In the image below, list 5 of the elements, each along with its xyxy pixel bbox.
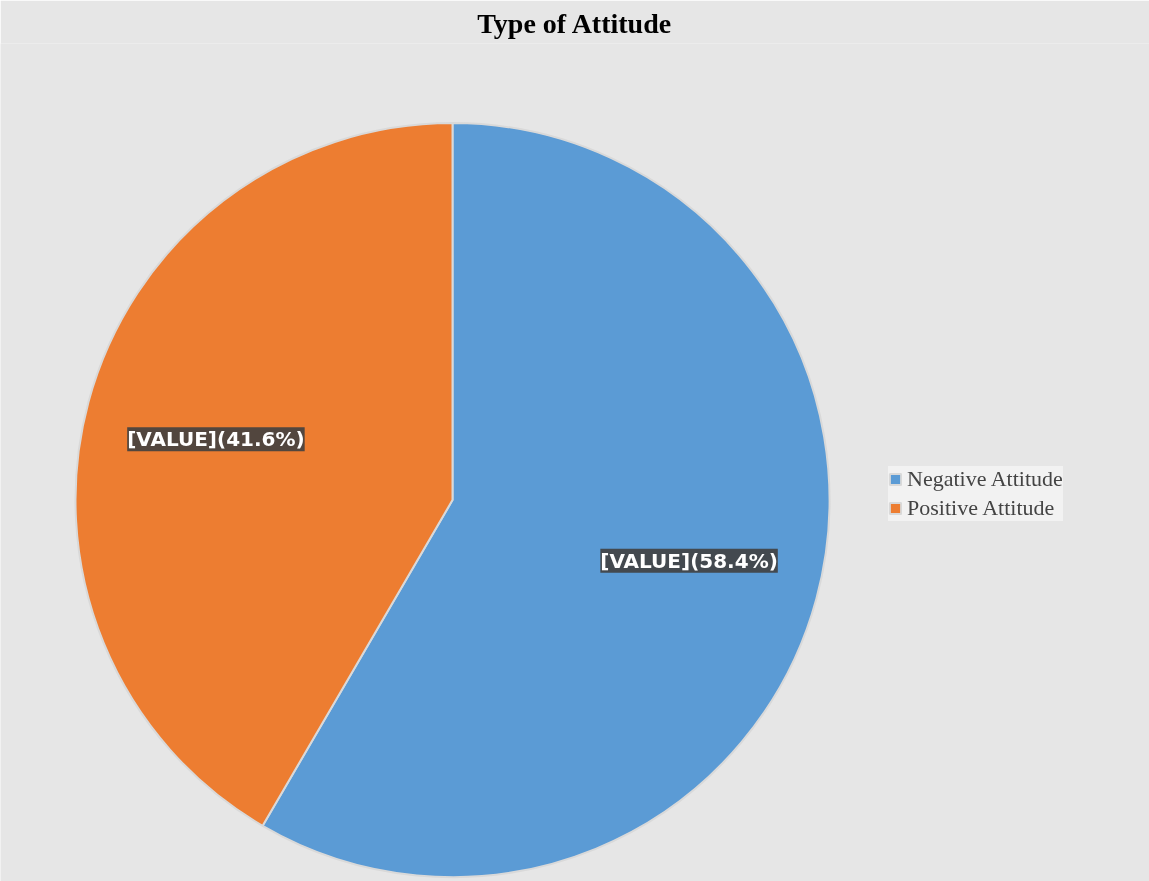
chart-title: Type of Attitude bbox=[477, 7, 672, 39]
legend-label: Negative Attitude bbox=[907, 466, 1063, 492]
data-label: [VALUE](41.6%) bbox=[127, 427, 305, 452]
legend-label: Positive Attitude bbox=[907, 495, 1055, 521]
data-label: [VALUE](58.4%) bbox=[600, 548, 778, 573]
